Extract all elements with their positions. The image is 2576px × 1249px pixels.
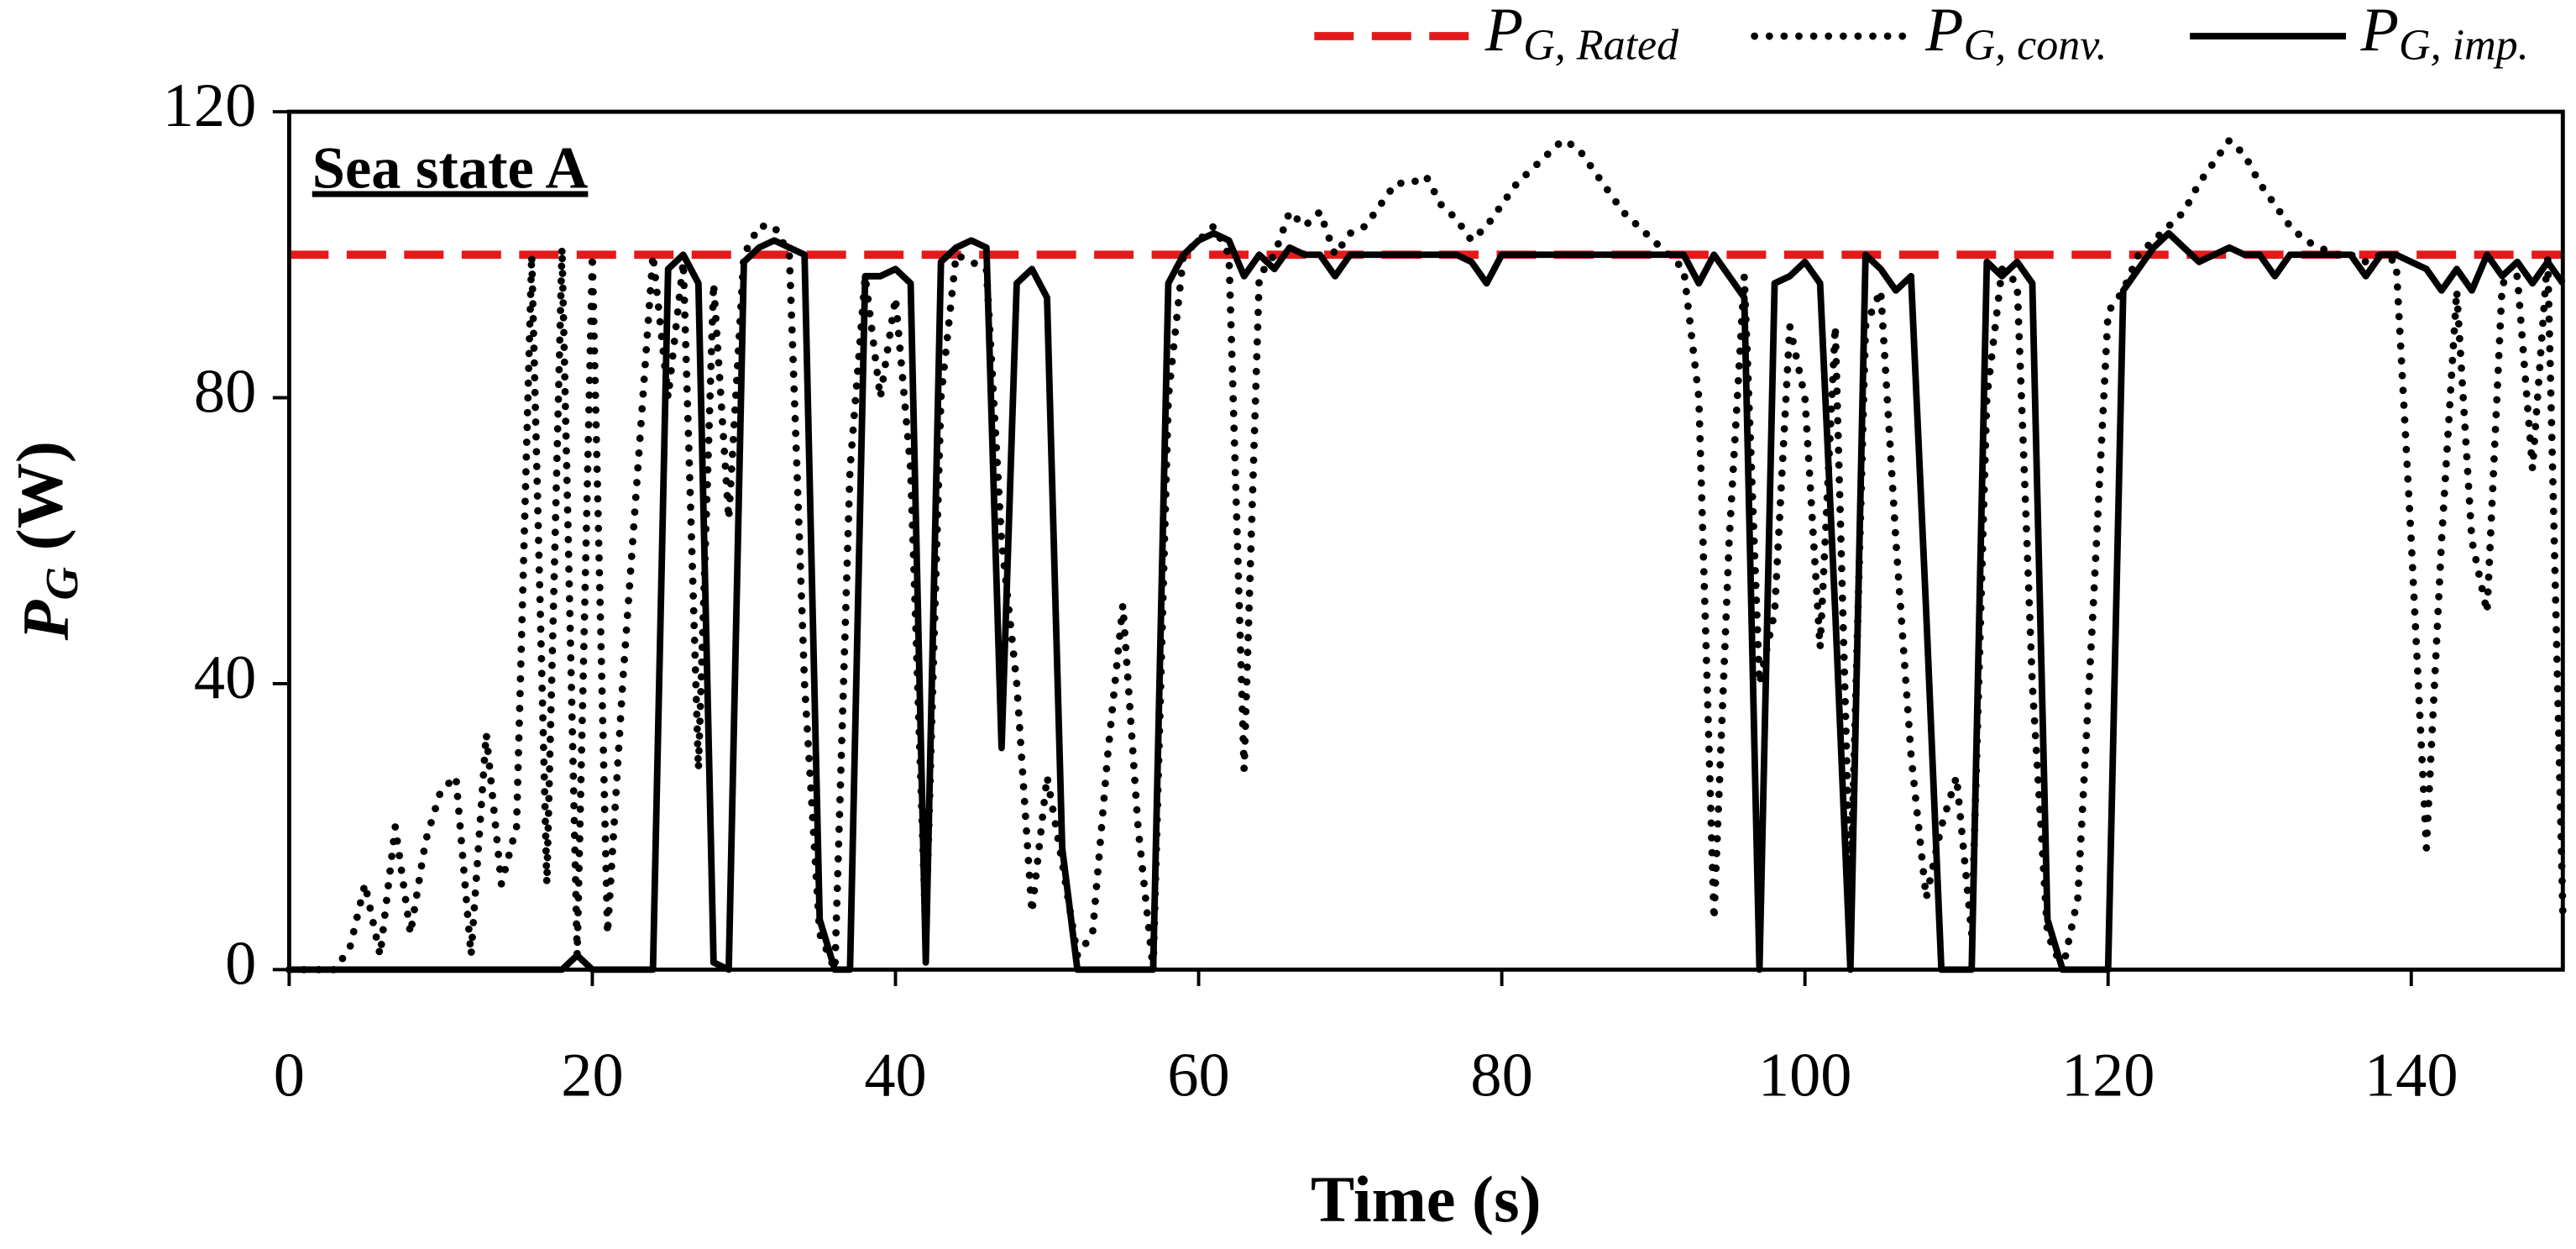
x-tick-label: 100 [1758,1041,1852,1110]
plot-frame [286,109,2565,972]
x-tick-label: 140 [2364,1041,2458,1110]
y-axis-title: PG (W) [3,441,87,641]
legend-label: PG, imp. [2360,0,2529,70]
x-axis-title: Time (s) [1311,1162,1542,1236]
legend-label: PG, Rated [1484,0,1679,70]
series-line [289,229,2566,973]
y-tick-label: 80 [194,358,256,427]
x-tick-label: 0 [274,1041,305,1110]
x-tick-label: 40 [864,1041,926,1110]
y-tick-label: 0 [225,929,256,998]
legend-label: PG, conv. [1924,0,2107,70]
x-tick-label: 120 [2061,1041,2155,1110]
y-tick-label: 120 [163,71,257,140]
series-line [285,134,2567,982]
x-tick-label: 20 [561,1041,623,1110]
x-tick-label: 80 [1470,1041,1532,1110]
x-tick-label: 60 [1167,1041,1229,1110]
annotation: Sea state A [312,136,589,202]
y-tick-label: 40 [194,643,256,712]
